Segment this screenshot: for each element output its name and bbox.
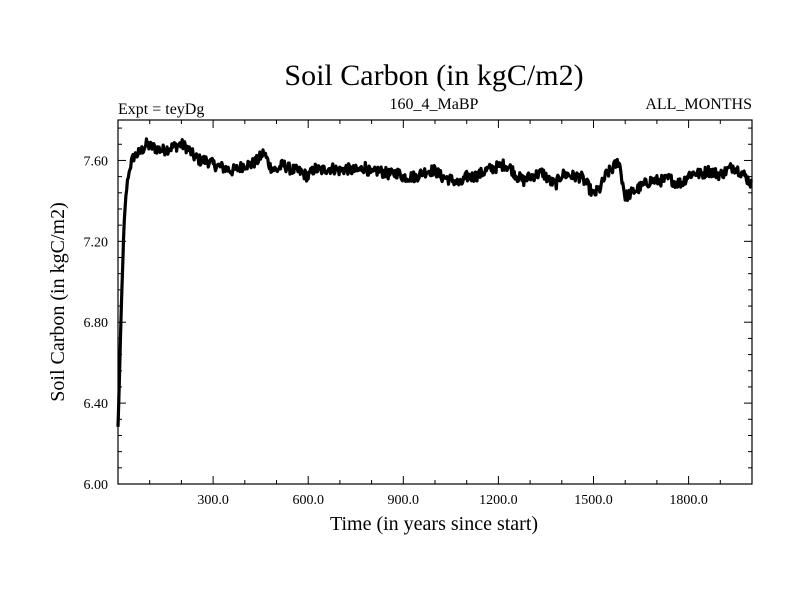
x-tick-label: 300.0	[197, 493, 229, 508]
y-tick-label: 6.40	[84, 397, 109, 412]
subtitle-left: Expt = teyDg	[118, 101, 204, 118]
x-tick-label: 600.0	[292, 493, 324, 508]
x-tick-labels: 300.0 600.0 900.0 1200.0 1500.0 1800.0	[197, 493, 707, 508]
y-tick-labels: 6.00 6.40 6.80 7.20 7.60	[84, 154, 109, 493]
y-tick-label: 7.20	[84, 235, 109, 250]
x-axis-label: Time (in years since start)	[330, 513, 538, 535]
y-tick-label: 7.60	[84, 154, 109, 169]
y-tick-label: 6.80	[84, 316, 109, 331]
series-line	[116, 137, 753, 427]
y-tick-label: 6.00	[84, 478, 109, 493]
x-tick-label: 900.0	[388, 493, 420, 508]
axis-ticks	[118, 120, 752, 485]
subtitle-right: ALL_MONTHS	[645, 96, 752, 113]
x-tick-label: 1200.0	[479, 493, 518, 508]
subtitle-center: 160_4_MaBP	[390, 96, 479, 113]
y-axis-label: Soil Carbon (in kgC/m2)	[47, 202, 69, 401]
x-tick-label: 1500.0	[574, 493, 613, 508]
x-tick-label: 1800.0	[669, 493, 708, 508]
chart-title: Soil Carbon (in kgC/m2)	[284, 59, 583, 92]
